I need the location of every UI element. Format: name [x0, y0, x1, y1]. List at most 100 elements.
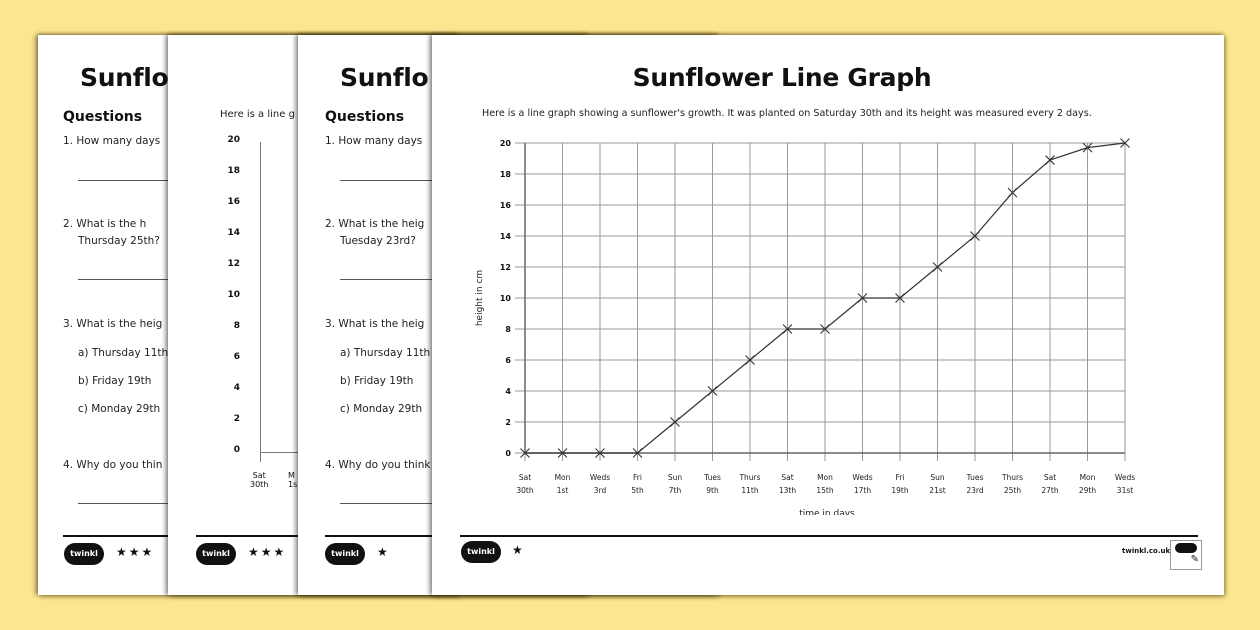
- worksheet-sunflower-line-graph[interactable]: Sunflower Line Graph Here is a line grap…: [432, 35, 1224, 595]
- data-point-marker: [595, 448, 605, 458]
- x-tick-day: Sun: [930, 473, 945, 482]
- y-tick-label: 6: [505, 356, 511, 365]
- y-tick-label: 4: [505, 387, 511, 396]
- page-title: Sunflower Line Graph: [632, 63, 932, 92]
- data-point-marker: [895, 293, 905, 303]
- footer-rule: [325, 535, 435, 537]
- question-2-cont: Tuesday 23rd?: [340, 235, 416, 247]
- question-3c: c) Monday 29th: [78, 403, 161, 415]
- question-1: 1. How many days: [63, 135, 161, 147]
- x-tick-date: 11th: [741, 486, 758, 495]
- x-tick-date: 5th: [631, 486, 644, 495]
- x-tick-day: Mon: [817, 473, 833, 482]
- x-tick-date: 17th: [854, 486, 871, 495]
- data-point-marker: [820, 324, 830, 334]
- twinkl-logo: twinkl: [64, 543, 104, 565]
- answer-line[interactable]: [78, 503, 178, 504]
- x-axis-line: [260, 452, 300, 453]
- y-tick-label: 12: [500, 263, 511, 272]
- x-tick-date: 25th: [1004, 486, 1021, 495]
- x-tick-date: 31st: [1117, 486, 1133, 495]
- question-4: 4. Why do you thin: [63, 459, 163, 471]
- data-point-marker: [857, 293, 868, 303]
- data-point-marker: [707, 386, 718, 396]
- x-tick-day: Fri: [633, 473, 642, 482]
- x-tick-day: Weds: [590, 473, 610, 482]
- x-tick-date: 1st: [557, 486, 569, 495]
- x-tick-day: Sat: [781, 473, 793, 482]
- x-tick-day: Thurs: [1001, 473, 1023, 482]
- x-tick-day: Fri: [896, 473, 905, 482]
- x-tick-date: 7th: [669, 486, 682, 495]
- answer-line[interactable]: [78, 279, 178, 280]
- y-tick-label: 14: [500, 232, 512, 241]
- answer-line[interactable]: [78, 180, 178, 181]
- data-point-marker: [1007, 187, 1018, 198]
- twinkl-logo: twinkl: [196, 543, 236, 565]
- y-tick-label: 10: [500, 294, 512, 303]
- x-tick-date: 19th: [891, 486, 908, 495]
- data-point-marker: [1120, 138, 1130, 148]
- line-chart: 0 2 4 6 8 10 12 14 16 18 20 Sat 30th Mon 1st Weds 3rd Fri…: [475, 138, 1135, 515]
- question-3: 3. What is the heig: [325, 318, 425, 330]
- answer-line[interactable]: [340, 279, 440, 280]
- x-axis-title: time in days: [799, 509, 855, 515]
- x-tick-day: Thurs: [738, 473, 760, 482]
- x-tick-day: Weds: [852, 473, 872, 482]
- sheet-title: Sunflo: [340, 63, 429, 92]
- data-point-marker: [745, 355, 755, 365]
- x-label-second: M 1s: [288, 471, 298, 489]
- intro-text: Here is a line g: [220, 109, 295, 120]
- footer-rule: [63, 535, 203, 537]
- y-tick-label: 2: [505, 418, 511, 427]
- question-3c: c) Monday 29th: [340, 403, 423, 415]
- x-tick-date: 15th: [816, 486, 833, 495]
- y-tick-label: 20: [500, 139, 512, 148]
- x-tick-day: Sat: [519, 473, 531, 482]
- questions-heading: Questions: [63, 109, 143, 125]
- footer-url[interactable]: twinkl.co.uk: [1122, 547, 1171, 555]
- intro-text: Here is a line graph showing a sunflower…: [482, 108, 1092, 119]
- footer-rule: [196, 535, 306, 537]
- question-3a: a) Thursday 11th: [78, 347, 169, 359]
- question-3b: b) Friday 19th: [340, 375, 414, 387]
- difficulty-stars: ★★★: [248, 545, 287, 559]
- difficulty-stars: ★: [512, 543, 525, 557]
- x-tick-date: 30th: [516, 486, 533, 495]
- x-tick-date: 23rd: [966, 486, 983, 495]
- data-point-marker: [1045, 155, 1055, 165]
- questions-heading: Questions: [325, 109, 405, 125]
- question-3a: a) Thursday 11th: [340, 347, 431, 359]
- answer-line[interactable]: [340, 503, 440, 504]
- twinkl-logo: twinkl: [325, 543, 365, 565]
- difficulty-stars: ★★★: [116, 545, 155, 559]
- data-point-marker: [932, 262, 943, 272]
- twinkl-logo: twinkl: [461, 541, 501, 563]
- y-tick-label: 8: [505, 325, 511, 334]
- answer-line[interactable]: [340, 180, 440, 181]
- y-tick-label: 16: [500, 201, 512, 210]
- x-tick-day: Tues: [703, 473, 721, 482]
- data-point-marker: [557, 448, 568, 458]
- x-tick-date: 27th: [1041, 486, 1058, 495]
- data-point-marker: [782, 324, 793, 334]
- y-axis-title: height in cm: [475, 270, 485, 326]
- question-3: 3. What is the heig: [63, 318, 163, 330]
- x-tick-day: Sat: [1044, 473, 1056, 482]
- data-point-marker: [670, 417, 680, 427]
- footer-rule: [460, 535, 1198, 537]
- x-tick-day: Mon: [555, 473, 571, 482]
- x-tick-day: Mon: [1080, 473, 1096, 482]
- x-tick-day: Sun: [668, 473, 683, 482]
- x-tick-date: 3rd: [594, 486, 607, 495]
- x-tick-date: 29th: [1079, 486, 1096, 495]
- data-point-marker: [1082, 142, 1093, 153]
- question-4: 4. Why do you think: [325, 459, 431, 471]
- question-3b: b) Friday 19th: [78, 375, 152, 387]
- y-tick-label: 18: [500, 170, 512, 179]
- difficulty-stars: ★: [377, 545, 390, 559]
- twinkl-badge-icon: ✎: [1170, 540, 1202, 570]
- y-tick-label: 0: [505, 449, 511, 458]
- question-1: 1. How many days: [325, 135, 423, 147]
- sheet-title: Sunflo: [80, 63, 169, 92]
